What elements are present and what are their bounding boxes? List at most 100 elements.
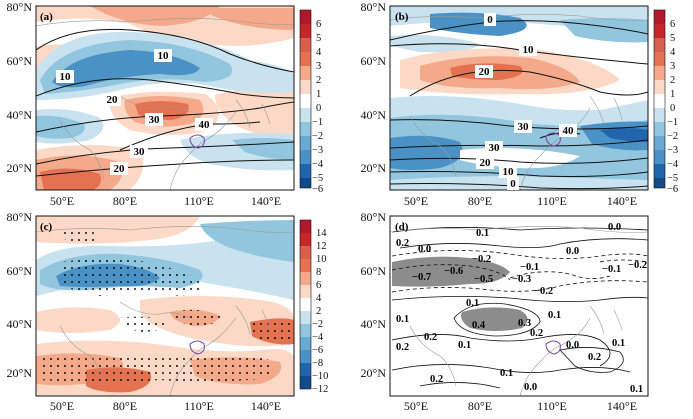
panel-d: 0.1 0.0 0.2 0.0 −0.2 0.0 −0.1 −0.1 −0.2 … — [361, 210, 649, 413]
contour-label: −0.7 — [412, 272, 431, 283]
panel-label: (d) — [395, 221, 409, 233]
contour-label: 40 — [563, 125, 575, 137]
lat-tick: 60°N — [361, 264, 387, 278]
colorbar-tick: 6 — [316, 280, 321, 291]
lat-tick: 60°N — [361, 54, 387, 68]
contour-label: 0.0 — [524, 382, 537, 393]
colorbar-tick: −5 — [312, 173, 323, 184]
colorbar-tick: 4 — [316, 293, 322, 304]
contour-label: 20 — [480, 157, 492, 169]
colorbar-tick: 6 — [316, 19, 321, 30]
colorbar-tick: 2 — [316, 75, 321, 86]
colorbar-b: 6 5 4 3 2 1 0 −1 −2 −3 −4 −5 −6 — [653, 9, 679, 195]
panel-b: 0 10 20 30 40 30 20 10 0 (b) 80°N 60°N 4… — [361, 0, 679, 208]
colorbar-tick: −2 — [667, 131, 678, 142]
lat-tick: 60°N — [7, 264, 33, 278]
lat-tick: 80°N — [7, 0, 33, 14]
lon-tick: 80°E — [468, 194, 492, 208]
lon-tick: 140°E — [607, 194, 637, 208]
colorbar-tick: 4 — [316, 47, 322, 58]
colorbar-tick: 3 — [670, 61, 675, 72]
colorbar-tick: −5 — [667, 173, 678, 184]
colorbar-tick: 1 — [316, 89, 321, 100]
contour-label: 30 — [518, 121, 530, 133]
colorbar-a: 6 5 4 3 2 1 0 −1 −2 −3 −4 −5 −6 — [299, 9, 324, 195]
contour-label: 20 — [107, 94, 119, 106]
contour-label: 0.2 — [424, 332, 437, 343]
panel-label: (b) — [395, 11, 409, 23]
contour-label: 30 — [489, 142, 501, 154]
contour-label: −0.1 — [520, 262, 539, 273]
contour-label: 40 — [199, 119, 211, 131]
contour-label: 0.1 — [458, 340, 471, 351]
lat-tick: 80°N — [7, 210, 33, 224]
colorbar-tick: −4 — [312, 332, 324, 343]
contour-label: −0.2 — [534, 286, 553, 297]
contour-label: −0.5 — [474, 274, 493, 285]
contour-label: −0.2 — [472, 254, 491, 265]
contour-label: 0.1 — [476, 228, 489, 239]
contour-label: 10 — [158, 50, 170, 62]
colorbar-tick: −3 — [667, 145, 678, 156]
lon-tick: 80°E — [468, 399, 492, 413]
colorbar-tick: −1 — [667, 117, 678, 128]
colorbar-tick: −6 — [667, 184, 678, 195]
contour-label: 10 — [60, 71, 72, 83]
lon-tick: 110°E — [184, 194, 214, 208]
lon-tick: 50°E — [50, 194, 74, 208]
lat-tick: 20°N — [361, 161, 387, 175]
colorbar-tick: 4 — [670, 47, 676, 58]
colorbar-c: 14 12 10 8 6 4 2 −2 −4 −6 −8 −10 −12 — [299, 219, 328, 395]
lon-tick: 80°E — [113, 399, 137, 413]
colorbar-tick: 0 — [316, 103, 321, 114]
lon-tick: 50°E — [404, 194, 428, 208]
contour-label: 0.3 — [518, 318, 531, 329]
contour-label: 0.2 — [396, 342, 409, 353]
lat-tick: 40°N — [7, 317, 33, 331]
contour-label: 0.0 — [566, 246, 579, 257]
contour-label: 0.2 — [430, 374, 443, 385]
contour-label: −0.3 — [512, 274, 531, 285]
contour-label: 0 — [487, 14, 493, 26]
colorbar-tick: 1 — [670, 89, 675, 100]
contour-label: 0.1 — [630, 384, 643, 395]
contour-label: 10 — [503, 166, 515, 178]
lon-tick: 110°E — [184, 399, 214, 413]
contour-label: −0.6 — [444, 266, 463, 277]
lat-tick: 20°N — [361, 366, 387, 380]
lon-tick: 80°E — [113, 194, 137, 208]
colorbar-tick: −6 — [312, 345, 323, 356]
colorbar-tick: −12 — [312, 384, 328, 395]
panel-a: 10 10 20 30 40 30 20 (a) 80°N 60°N 40°N … — [7, 0, 324, 208]
contour-label: −0.1 — [602, 264, 621, 275]
colorbar-tick: 2 — [670, 75, 675, 86]
lat-tick: 40°N — [361, 108, 387, 122]
colorbar-tick: 14 — [316, 228, 327, 239]
colorbar-tick: 3 — [316, 61, 321, 72]
contour-label: 0.1 — [396, 314, 409, 325]
panel-label: (c) — [40, 221, 53, 233]
colorbar-tick: −10 — [312, 371, 328, 382]
colorbar-tick: 8 — [316, 267, 321, 278]
colorbar-tick: 12 — [316, 241, 327, 252]
colorbar-tick: −8 — [312, 358, 323, 369]
contour-label: 0.0 — [418, 244, 431, 255]
contour-label: 0.1 — [500, 368, 513, 379]
contour-label: 0.2 — [588, 352, 601, 363]
contour-label: 0.1 — [548, 310, 561, 321]
colorbar-tick: 2 — [316, 306, 321, 317]
colorbar-tick: −2 — [312, 131, 323, 142]
lat-tick: 80°N — [361, 0, 387, 14]
contour-label: 30 — [149, 114, 161, 126]
contour-label: 0 — [510, 178, 516, 190]
contour-label: 0.0 — [566, 340, 579, 351]
lon-tick: 140°E — [251, 399, 281, 413]
contour-label: 0.1 — [466, 298, 479, 309]
lat-tick: 20°N — [7, 366, 33, 380]
lat-tick: 40°N — [361, 317, 387, 331]
contour-label: 20 — [479, 66, 491, 78]
colorbar-tick: 10 — [316, 254, 327, 265]
lon-tick: 110°E — [537, 399, 567, 413]
contour-label: 0.2 — [530, 328, 543, 339]
